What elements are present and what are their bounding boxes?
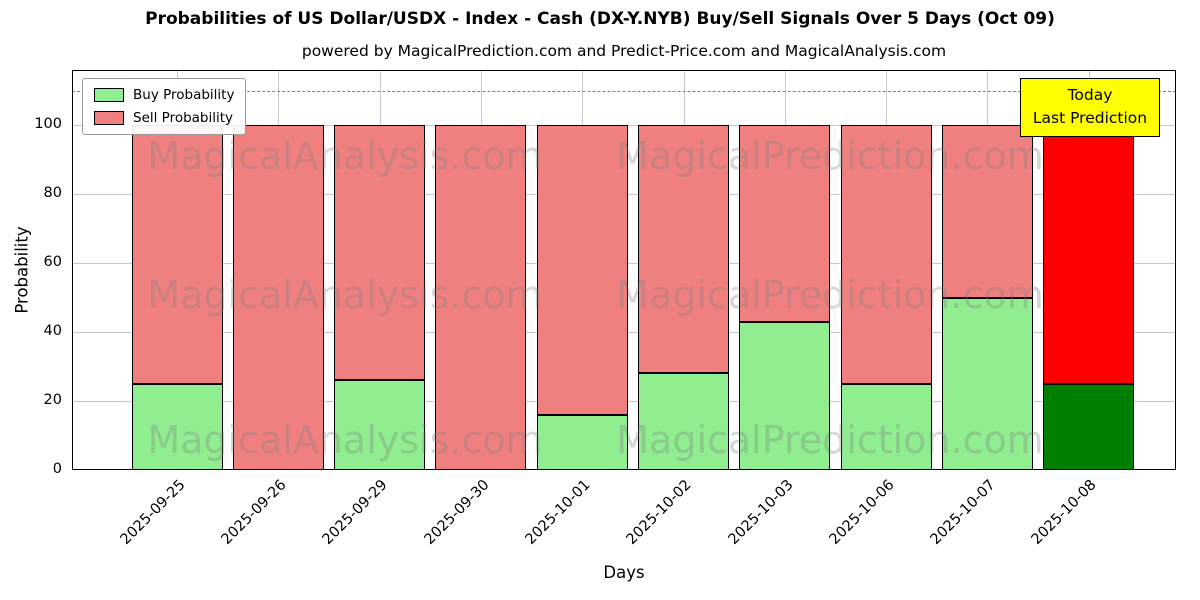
sell-bar-segment (334, 125, 426, 381)
buy-bar-segment (1043, 383, 1135, 470)
x-tick-label: 2025-10-06 (826, 477, 898, 548)
y-tick-label: 20 (43, 392, 62, 409)
buy-bar-segment (536, 414, 628, 470)
buy-bar-segment (131, 383, 223, 470)
sell-bar-segment (1043, 125, 1135, 384)
sell-bar-segment (131, 125, 223, 384)
x-tick-label: 2025-09-26 (218, 477, 290, 548)
y-tick-label: 40 (43, 323, 62, 340)
x-tick-label: 2025-09-25 (117, 477, 189, 548)
sell-bar-segment (536, 125, 628, 415)
chart-subtitle: powered by MagicalPrediction.com and Pre… (301, 42, 947, 60)
x-tick-label: 2025-09-29 (319, 477, 391, 548)
x-tick-label: 2025-10-01 (522, 477, 594, 548)
x-tick-label: 2025-09-30 (421, 477, 493, 548)
x-axis-label: Days (603, 563, 645, 582)
sell-bar-segment (232, 125, 324, 470)
sell-bar-segment (638, 125, 729, 374)
buy-bar-segment (941, 297, 1033, 470)
plot-area: 0 20 40 60 80 100 2025-09-25 2025-09-26 2025-09-… (34, 70, 1176, 548)
y-tick-label: 80 (43, 185, 62, 202)
sell-bar-segment (941, 125, 1033, 298)
x-tick-label: 2025-10-07 (927, 477, 999, 548)
sell-bar-segment (840, 125, 932, 384)
sell-bar-segment (739, 125, 831, 322)
buy-bar-segment (334, 380, 426, 470)
x-tick-label: 2025-10-08 (1029, 477, 1101, 548)
sell-bar-segment (435, 125, 527, 470)
y-tick-label: 100 (34, 116, 62, 133)
y-tick-label: 60 (43, 254, 62, 271)
buy-bar-segment (638, 373, 729, 470)
dashed-threshold-line (72, 90, 1176, 92)
x-tick-label: 2025-10-03 (725, 477, 797, 548)
y-tick-label: 0 (52, 461, 62, 477)
x-tick-label: 2025-10-02 (623, 477, 695, 548)
buy-bar-segment (739, 321, 831, 470)
chart-title: Probabilities of US Dollar/USDX - Index … (145, 9, 1055, 29)
buy-bar-segment (840, 383, 932, 470)
